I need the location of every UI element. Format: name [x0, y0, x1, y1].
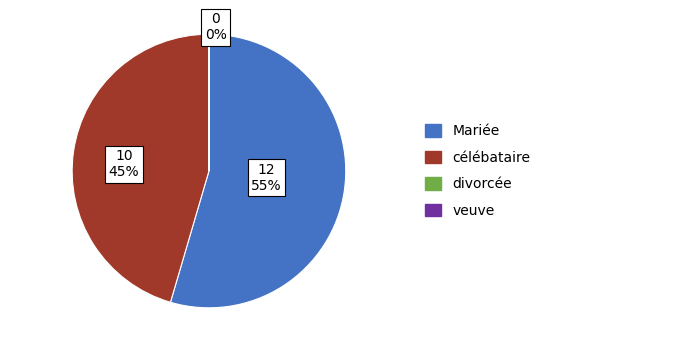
Wedge shape: [171, 34, 346, 308]
Text: 0
0%: 0 0%: [205, 12, 226, 42]
Text: 10
45%: 10 45%: [109, 149, 140, 179]
Legend: Mariée, célébataire, divorcée, veuve: Mariée, célébataire, divorcée, veuve: [425, 124, 530, 218]
Wedge shape: [72, 34, 209, 302]
Text: 12
55%: 12 55%: [251, 163, 282, 193]
